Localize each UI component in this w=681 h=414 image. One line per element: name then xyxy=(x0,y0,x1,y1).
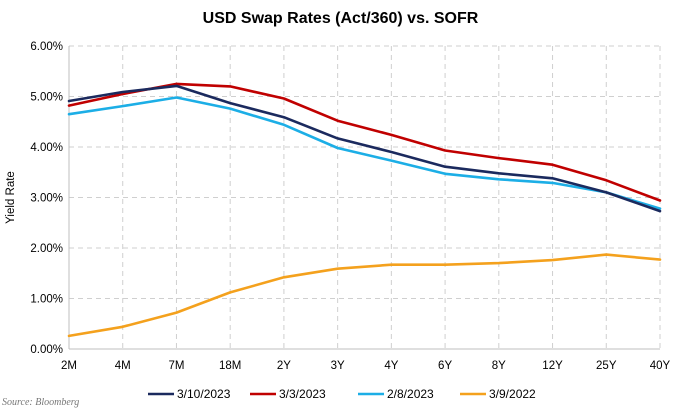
y-tick-label: 1.00% xyxy=(30,294,63,306)
y-tick-label: 2.00% xyxy=(30,243,63,255)
x-tick-label: 3Y xyxy=(331,360,345,372)
source-note: Source: Bloomberg xyxy=(2,397,80,408)
legend-label: 2/8/2023 xyxy=(387,387,434,401)
y-tick-label: 5.00% xyxy=(30,92,63,104)
y-axis-label: Yield Rate xyxy=(5,171,17,224)
series-line xyxy=(67,96,662,210)
legend-label: 3/3/2023 xyxy=(279,387,326,401)
x-tick-label: 18M xyxy=(219,360,241,372)
x-tick-label: 40Y xyxy=(650,360,671,372)
x-tick-label: 12Y xyxy=(542,360,563,372)
x-tick-label: 7M xyxy=(168,360,184,372)
series-line xyxy=(67,82,662,202)
series-line xyxy=(67,84,662,213)
y-tick-label: 6.00% xyxy=(30,41,63,53)
x-tick-label: 25Y xyxy=(596,360,617,372)
chart-title: USD Swap Rates (Act/360) vs. SOFR xyxy=(202,10,479,27)
y-tick-label: 3.00% xyxy=(30,193,63,205)
legend-label: 3/9/2022 xyxy=(489,387,536,401)
x-tick-label: 2Y xyxy=(277,360,291,372)
series-lines xyxy=(67,82,662,338)
grid-lines xyxy=(69,45,661,349)
legend: 3/10/2023 3/3/2023 2/8/2023 3/9/2022 xyxy=(148,387,536,401)
x-tick-label: 6Y xyxy=(438,360,452,372)
x-tick-label: 8Y xyxy=(492,360,506,372)
x-tick-label: 4M xyxy=(115,360,131,372)
y-tick-label: 0.00% xyxy=(30,344,63,356)
series-line xyxy=(67,253,662,338)
legend-label: 3/10/2023 xyxy=(177,387,231,401)
y-tick-label: 4.00% xyxy=(30,142,63,154)
x-tick-label: 2M xyxy=(61,360,77,372)
x-tick-label: 4Y xyxy=(384,360,398,372)
axes: 0.00% 1.00% 2.00% 3.00% 4.00% 5.00% 6.00% 2M 4M 7… xyxy=(5,41,671,372)
